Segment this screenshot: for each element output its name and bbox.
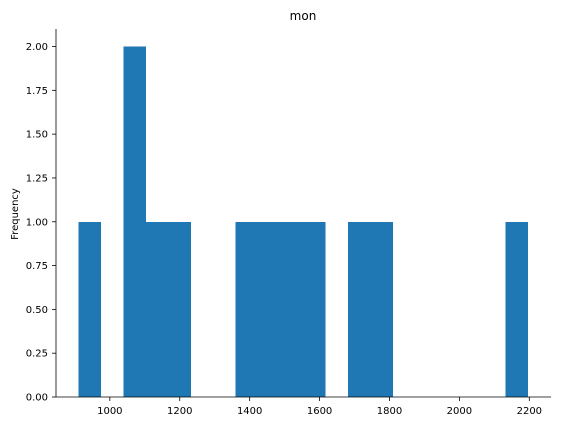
y-tick-label: 1.50 (26, 130, 48, 141)
y-tick-label: 2.00 (26, 42, 48, 53)
x-tick-label: 2200 (517, 406, 542, 417)
y-tick-label: 0.25 (26, 349, 48, 360)
x-tick-label: 2000 (447, 406, 472, 417)
y-tick-label: 1.75 (26, 86, 48, 97)
histogram-bar (303, 221, 326, 397)
histogram-bar (258, 221, 281, 397)
y-tick-label: 0.00 (26, 393, 48, 404)
y-tick-label: 1.00 (26, 217, 48, 228)
histogram-bar (145, 221, 169, 397)
histogram-bar (235, 221, 259, 397)
chart-title: mon (290, 9, 317, 23)
x-tick-label: 1200 (167, 406, 192, 417)
histogram-bar (348, 221, 371, 397)
x-axis-ticks: 1000 1200 1400 1600 1800 2000 2200 (97, 397, 542, 417)
x-tick-label: 1600 (307, 406, 332, 417)
y-tick-label: 0.75 (26, 261, 48, 272)
histogram-bar (168, 221, 191, 397)
histogram-bar (280, 221, 304, 397)
histogram-bar (78, 221, 101, 397)
x-tick-label: 1800 (377, 406, 402, 417)
y-tick-label: 0.50 (26, 305, 48, 316)
y-axis-ticks: 0.00 0.25 0.50 0.75 1.00 1.25 1.50 1.75 2.00 (26, 42, 56, 404)
y-tick-label: 1.25 (26, 173, 48, 184)
histogram-bar (370, 221, 394, 397)
y-axis-label: Frequency (10, 188, 21, 240)
x-tick-label: 1400 (237, 406, 262, 417)
x-tick-label: 1000 (97, 406, 122, 417)
histogram-bar (505, 221, 528, 397)
histogram-bar (123, 46, 146, 398)
bars-group (78, 46, 528, 398)
